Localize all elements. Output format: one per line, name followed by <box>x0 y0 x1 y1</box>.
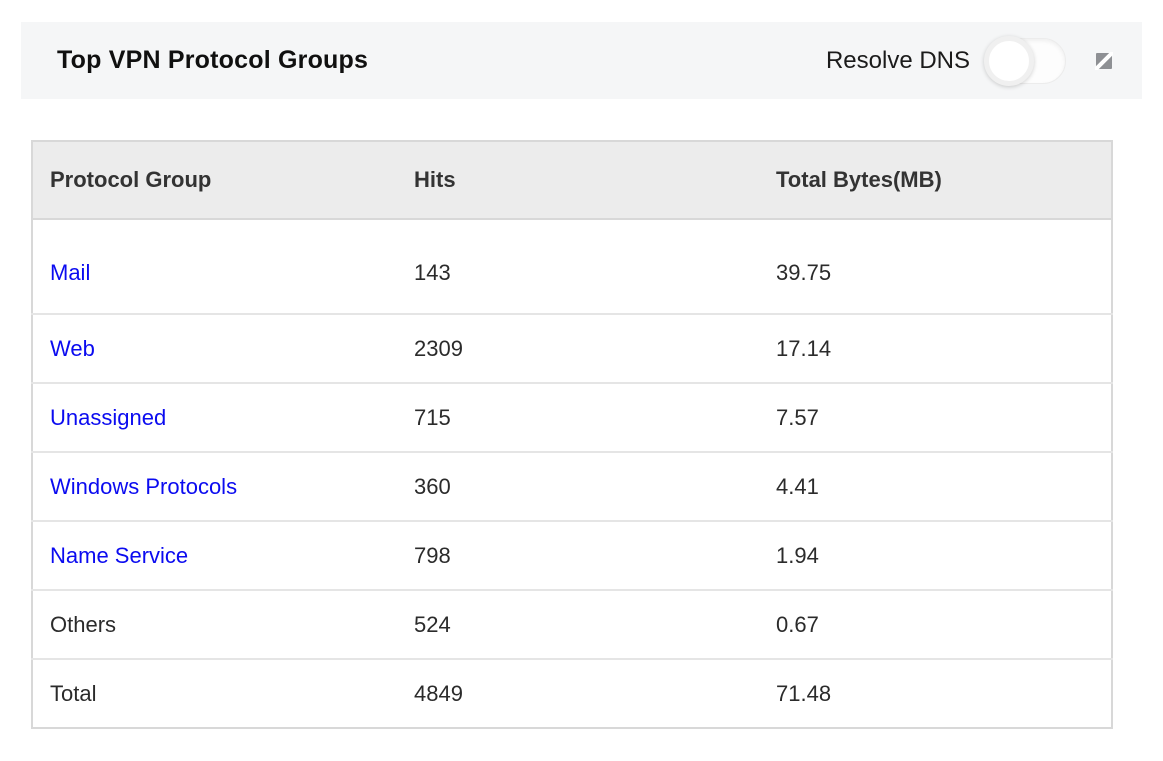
toggle-knob[interactable] <box>984 35 1034 86</box>
hits-cell: 143 <box>414 260 451 285</box>
total-bytes-cell: 1.94 <box>776 542 819 568</box>
resize-icon <box>1095 51 1113 70</box>
resolve-dns-toggle[interactable] <box>984 35 1066 86</box>
total-bytes-cell: 7.57 <box>776 404 819 430</box>
table-row: Mail 143 39.75 <box>32 219 1112 314</box>
protocol-group-link[interactable]: Windows Protocols <box>50 473 238 499</box>
protocol-group-cell: Windows Protocols <box>32 452 397 521</box>
table-header-row: Protocol Group Hits Total Bytes(MB) <box>32 141 1112 220</box>
protocol-groups-table-container: Protocol Group Hits Total Bytes(MB) Mail… <box>31 140 1113 729</box>
table-row: Others 524 0.67 <box>32 590 1112 659</box>
total-bytes-cell: 0.67 <box>776 611 819 637</box>
table-body: Mail 143 39.75 Web 2309 17.14 Unassigned 715 7.5… <box>32 219 1112 728</box>
table-row: Unassigned 715 7.57 <box>32 383 1112 452</box>
hits-cell: 524 <box>414 611 451 637</box>
protocol-groups-table: Protocol Group Hits Total Bytes(MB) Mail… <box>31 140 1113 729</box>
header-controls: Resolve DNS <box>825 35 1113 86</box>
protocol-group-cell: Others <box>50 611 117 637</box>
hits-cell: 360 <box>414 473 451 499</box>
protocol-group-link[interactable]: Name Service <box>50 542 189 568</box>
protocol-group-cell: Total <box>50 680 97 706</box>
protocol-group-cell: Mail <box>32 219 397 314</box>
widget-title: Top VPN Protocol Groups <box>57 46 369 74</box>
hits-cell: 715 <box>414 404 451 430</box>
resize-widget-button[interactable] <box>1095 51 1113 70</box>
hits-cell: 4849 <box>414 680 463 706</box>
widget-header-bar: Top VPN Protocol Groups Resolve DNS <box>21 22 1142 99</box>
protocol-group-cell: Name Service <box>32 521 397 590</box>
resolve-dns-label: Resolve DNS <box>825 46 970 74</box>
protocol-group-link[interactable]: Web <box>50 335 95 361</box>
hits-cell: 2309 <box>414 335 463 361</box>
table-row: Windows Protocols 360 4.41 <box>32 452 1112 521</box>
table-row: Name Service 798 1.94 <box>32 521 1112 590</box>
column-header-protocol-group: Protocol Group <box>32 141 397 220</box>
total-bytes-cell: 17.14 <box>776 335 832 361</box>
total-bytes-cell: 71.48 <box>776 680 832 706</box>
column-header-total-bytes: Total Bytes(MB) <box>759 141 1112 220</box>
table-row: Web 2309 17.14 <box>32 314 1112 383</box>
protocol-group-link[interactable]: Unassigned <box>50 404 167 430</box>
column-header-hits: Hits <box>397 141 759 220</box>
protocol-group-cell: Unassigned <box>32 383 397 452</box>
hits-cell: 798 <box>414 542 451 568</box>
table-row: Total 4849 71.48 <box>32 659 1112 728</box>
protocol-group-cell: Web <box>32 314 397 383</box>
protocol-group-link[interactable]: Mail <box>50 260 91 285</box>
total-bytes-cell: 39.75 <box>776 260 832 285</box>
total-bytes-cell: 4.41 <box>776 473 819 499</box>
